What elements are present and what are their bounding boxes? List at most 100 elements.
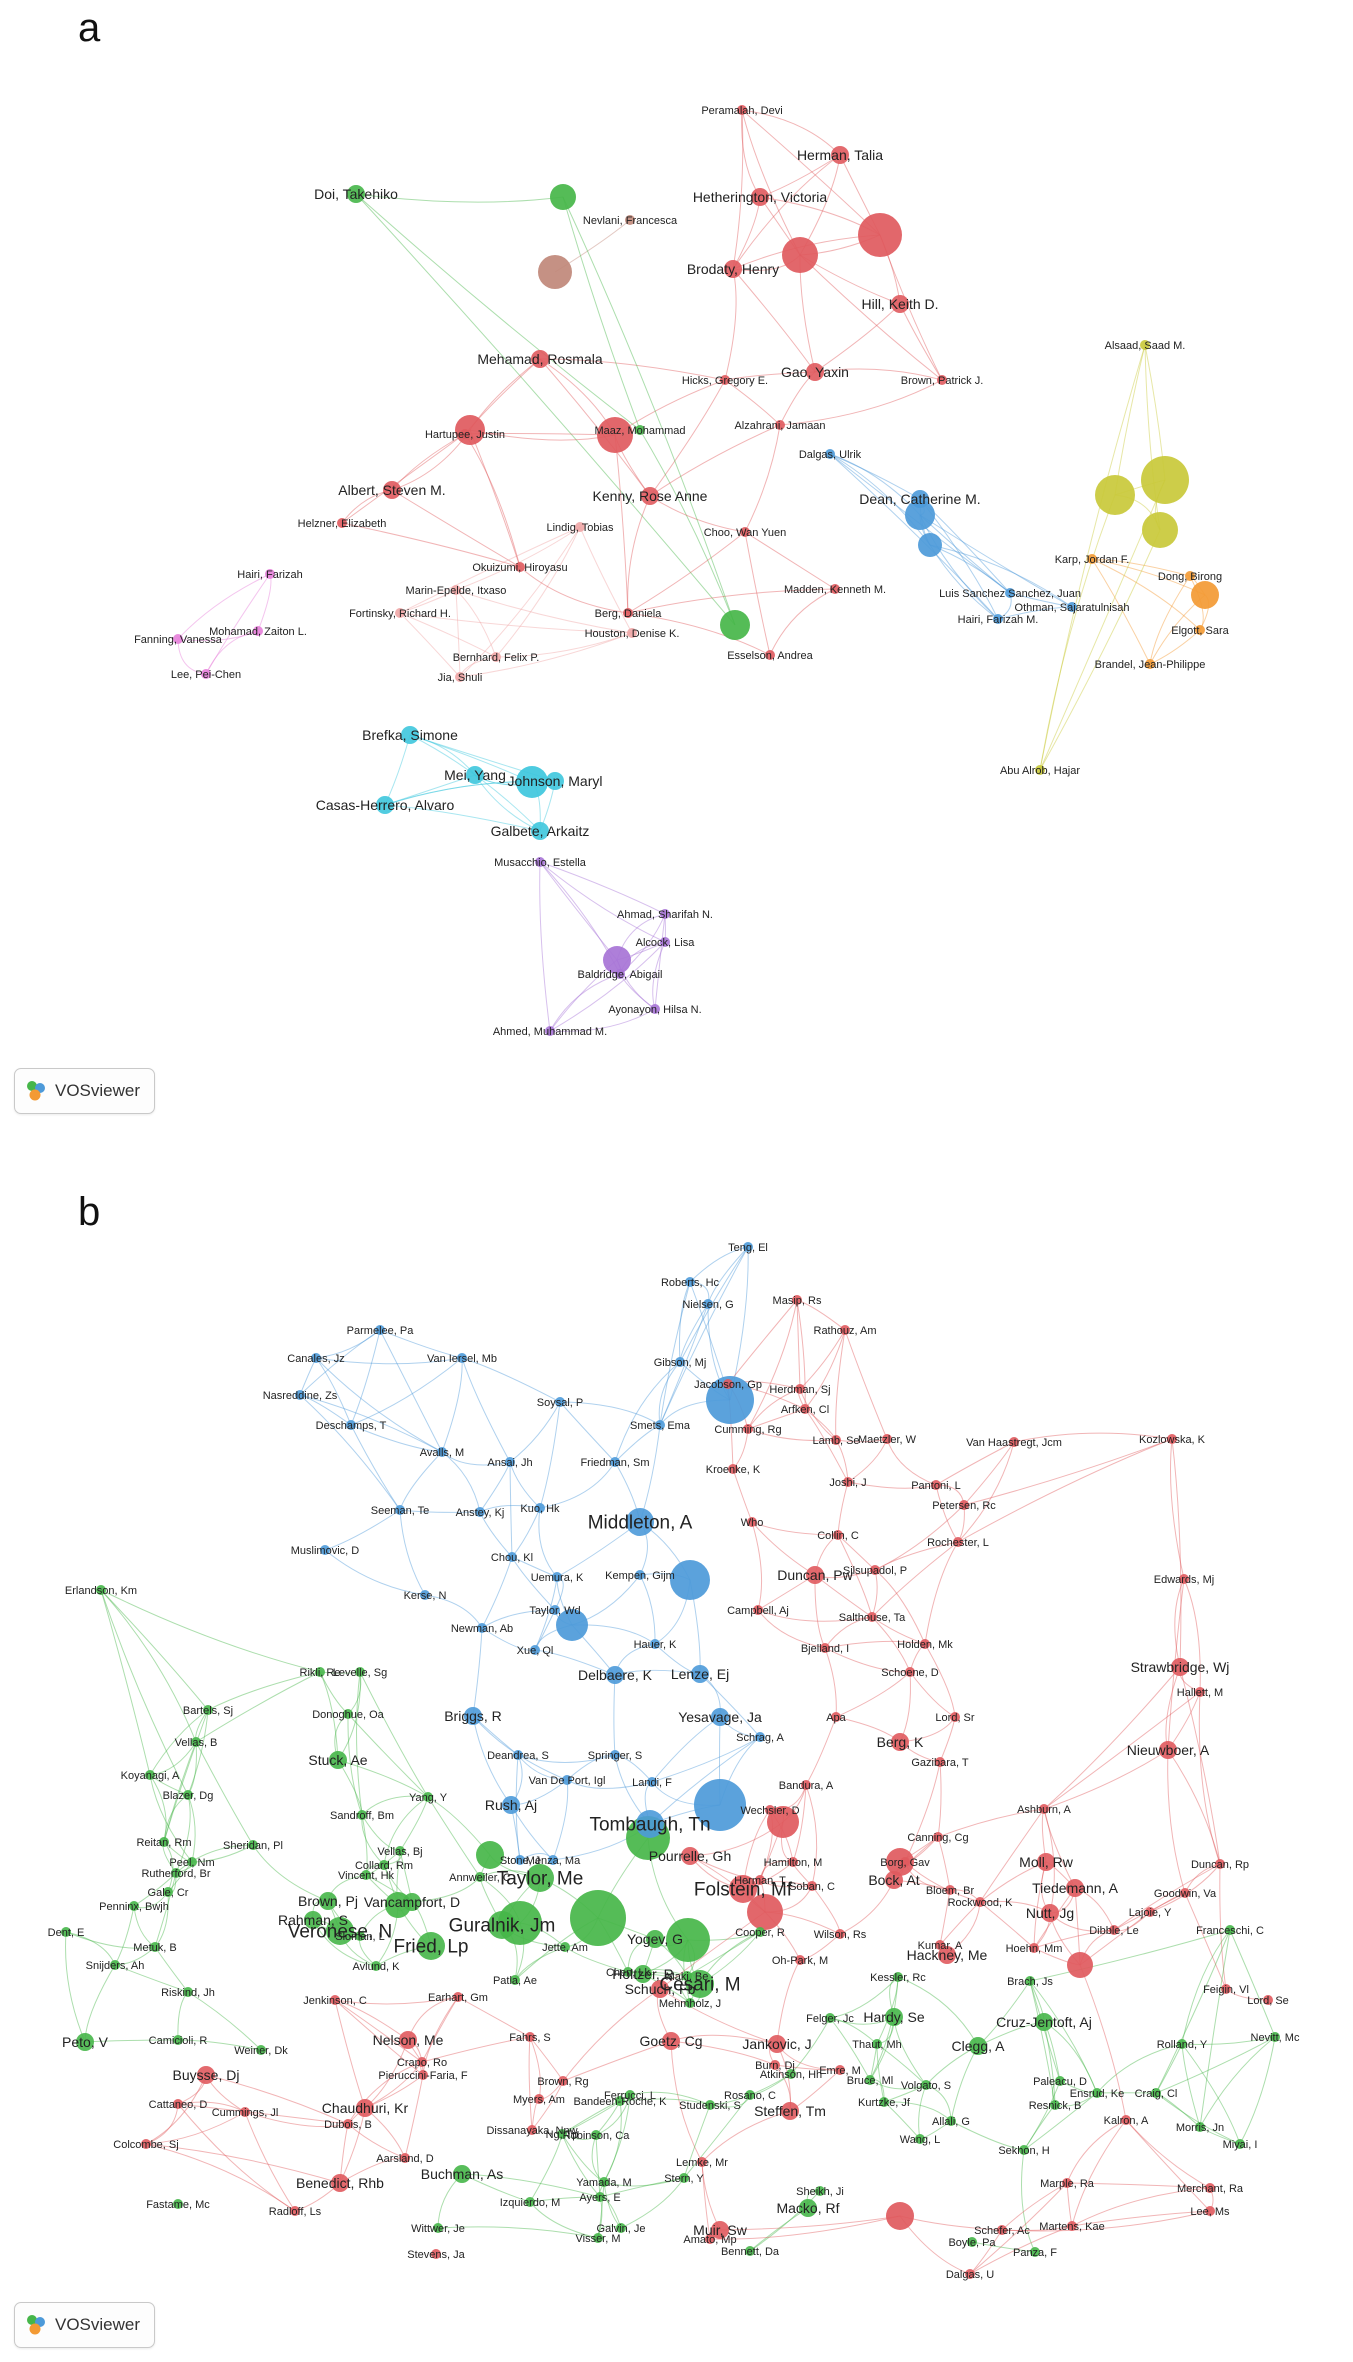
link-edge <box>924 1541 959 1645</box>
author-node <box>110 1960 120 1970</box>
author-label: Hackney, Me <box>907 1947 988 1963</box>
link-edge <box>379 1329 443 1453</box>
link-edge <box>114 1905 135 1966</box>
author-label: Sloman, L <box>335 1931 385 1943</box>
link-edge <box>191 1844 254 1863</box>
link-edge <box>472 1627 483 1717</box>
author-node <box>795 1384 805 1394</box>
link-edge <box>629 2091 711 2106</box>
link-edge <box>205 2074 349 2125</box>
author-label: Mehmholz, J <box>659 1998 721 2010</box>
author-node <box>548 1855 558 1865</box>
author-label: Cooper, R <box>735 1927 785 1939</box>
author-label: Duncan, Pw <box>777 1567 853 1583</box>
author-node <box>453 1992 463 2002</box>
author-node <box>591 2130 601 2140</box>
link-edge <box>427 1796 481 1878</box>
link-edge <box>347 2123 406 2159</box>
link-edge <box>399 1509 426 1596</box>
link-edge <box>399 1509 481 1513</box>
link-edge <box>100 1589 321 1673</box>
link-edge <box>747 1299 798 1430</box>
link-edge <box>1199 2036 1276 2128</box>
link-edge <box>299 1394 401 1511</box>
vosviewer-badge[interactable]: VOSviewer <box>14 2302 156 2348</box>
link-edge <box>244 2111 296 2212</box>
author-label: Cummings, Jl <box>212 2107 279 2119</box>
link-edge <box>670 2040 703 2163</box>
author-label: Arfken, Cl <box>781 1404 829 1416</box>
link-edge <box>84 1964 116 2043</box>
link-edge <box>1091 558 1151 665</box>
link-edge <box>799 1329 846 1390</box>
author-node <box>599 2177 609 2187</box>
link-edge <box>1001 2182 1068 2231</box>
author-label: Chaudhuri, Kr <box>322 2100 409 2116</box>
author-node <box>882 1434 892 1444</box>
link-edge <box>341 429 471 524</box>
author-label: Amato, Mp <box>683 2234 736 2246</box>
author-label: Bartels, Sj <box>183 1705 233 1717</box>
author-label: Morris, Jn <box>1176 2122 1224 2134</box>
link-edge <box>744 531 836 590</box>
cocitation-network-map[interactable]: Teng, El Roberts, Hc Nielsen, G Masip, Rs Pa… <box>0 1190 1353 2362</box>
vosviewer-badge[interactable]: VOSviewer <box>14 1068 156 1114</box>
author-node <box>615 969 625 979</box>
author-label: Kuo, Hk <box>520 1503 560 1515</box>
author-label: Dissanayaka, Nnw <box>486 2125 577 2137</box>
link-edge <box>614 1361 681 1463</box>
author-label: Strawbridge, Wj <box>1131 1659 1230 1675</box>
link-edge <box>457 1996 531 2038</box>
author-label: Buysse, Dj <box>173 2067 240 2083</box>
link-edge <box>1013 1432 1173 1443</box>
link-edge <box>355 193 736 626</box>
link-edge <box>149 1774 167 1843</box>
author-label: Berg, K <box>877 1734 924 1750</box>
author-label: Metuk, B <box>133 1942 176 1954</box>
link-edge <box>562 1988 661 2082</box>
coauthorship-network-map[interactable]: Peramalah, Devi Herman, Talia Hetherington… <box>0 0 1353 1160</box>
author-node <box>1009 1437 1019 1447</box>
author-label: Jacobson, Gp <box>694 1379 762 1391</box>
author-label: Lemke, Mr <box>676 2157 728 2169</box>
link-edge <box>350 1424 401 1511</box>
author-label: Nieuwboer, A <box>1127 1742 1210 1758</box>
link-edge <box>1181 2043 1201 2128</box>
link-edge <box>732 196 761 270</box>
author-node <box>831 1435 841 1445</box>
link-edge <box>549 941 666 1032</box>
link-edge <box>649 379 726 497</box>
author-label: Patla, Ae <box>493 1975 537 1987</box>
author-node <box>724 260 742 278</box>
author-label: Herman, Talia <box>797 147 883 163</box>
author-node <box>502 1796 520 1814</box>
author-label: Yamada, M <box>576 2177 631 2189</box>
link-edge <box>874 1504 965 1571</box>
author-node <box>806 363 824 381</box>
network-links <box>177 109 1210 1032</box>
author-label: Parmelee, Pa <box>347 1325 415 1337</box>
author-node <box>173 2035 183 2045</box>
author-label: Marin-Epelde, Itxaso <box>406 585 507 597</box>
author-label: Peramalah, Devi <box>701 105 782 117</box>
link-edge <box>1023 2092 1098 2151</box>
author-label: Stevens, Ja <box>407 2249 465 2261</box>
author-node <box>1041 1904 1059 1922</box>
link-edge <box>1167 1749 1186 1894</box>
link-edge <box>979 1901 1035 1949</box>
author-node <box>531 822 549 840</box>
link-edge <box>969 2182 1068 2275</box>
author-node <box>187 1857 197 1867</box>
author-node <box>729 1875 757 1903</box>
author-label: Lamb, Se <box>812 1435 859 1447</box>
link-edge <box>175 1844 254 1874</box>
author-node <box>437 1447 447 1457</box>
panel-letter: b <box>78 1190 101 1234</box>
link-edge <box>871 1541 959 1618</box>
link-edge <box>883 2101 952 2122</box>
author-node <box>840 1325 850 1335</box>
link-edge <box>399 612 497 658</box>
link-edge <box>627 612 771 656</box>
link-edge <box>1144 344 1161 531</box>
author-node <box>938 1946 956 1964</box>
